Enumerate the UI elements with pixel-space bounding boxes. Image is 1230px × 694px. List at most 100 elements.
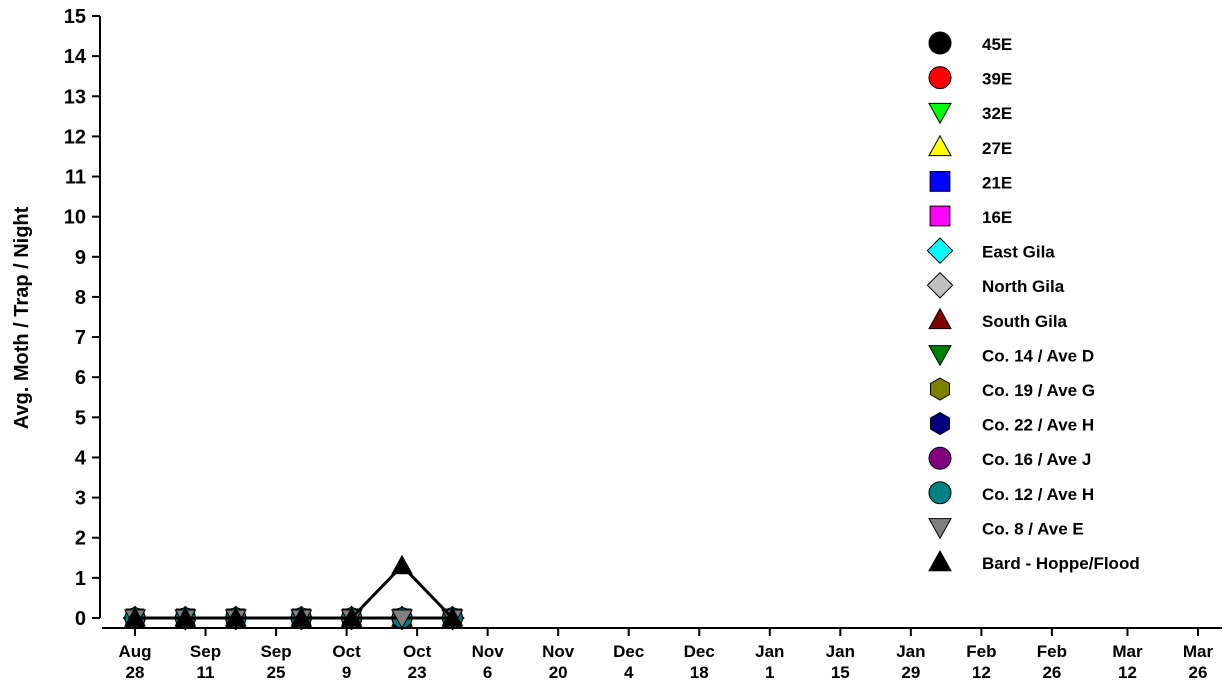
x-tick-label-day: 26	[1189, 663, 1208, 682]
x-tick-label-month: Nov	[472, 642, 505, 661]
series-bard-hoppe-flood	[124, 554, 464, 627]
legend-marker	[928, 66, 952, 90]
y-tick-label: 8	[75, 287, 86, 309]
legend-label: Co. 8 / Ave E	[982, 519, 1084, 538]
y-tick-label: 5	[75, 407, 86, 429]
x-tick-label-day: 4	[624, 663, 634, 682]
data-point	[391, 609, 413, 630]
legend-item: Bard - Hoppe/Flood	[928, 549, 1140, 573]
x-tick-label-month: Sep	[260, 642, 291, 661]
x-tick-label-day: 26	[1042, 663, 1061, 682]
legend-label: 21E	[982, 173, 1012, 192]
legend-item: Co. 16 / Ave J	[928, 446, 1091, 470]
x-tick-label-day: 1	[765, 663, 774, 682]
data-point	[340, 606, 363, 627]
legend-marker	[926, 237, 954, 265]
x-tick-label-month: Feb	[1037, 642, 1067, 661]
legend-label: 16E	[982, 208, 1012, 227]
y-tick-label: 1	[75, 568, 86, 590]
legend-marker	[928, 446, 952, 470]
x-tick-label-month: Jan	[896, 642, 925, 661]
x-tick-label-month: Oct	[403, 642, 432, 661]
legend-marker	[926, 271, 954, 299]
y-tick-label: 6	[75, 367, 86, 389]
data-point	[290, 606, 313, 627]
x-tick-label-month: Jan	[826, 642, 855, 661]
legend-item: 16E	[929, 205, 1012, 227]
x-tick-label-day: 23	[408, 663, 427, 682]
x-tick-label-day: 6	[483, 663, 492, 682]
x-tick-label-day: 12	[1118, 663, 1137, 682]
y-tick-label: 15	[64, 6, 86, 28]
legend-item: South Gila	[928, 307, 1068, 331]
y-tick-label: 2	[75, 528, 86, 550]
x-axis: Aug 28 Sep 11 Sep 25 Oct 9 Oct 23 Nov 6 Nov 20 Dec 4 Dec…	[102, 627, 1222, 682]
data-point	[441, 606, 464, 627]
x-tick-label-month: Nov	[542, 642, 575, 661]
legend-item: 32E	[928, 102, 1012, 125]
x-tick-label-month: Jan	[755, 642, 784, 661]
legend-label: South Gila	[982, 312, 1068, 331]
data-point	[391, 554, 413, 575]
x-tick-label-day: 11	[197, 663, 215, 682]
y-tick-label: 9	[75, 247, 86, 269]
legend-marker	[928, 481, 952, 505]
legend-label: Co. 19 / Ave G	[982, 381, 1095, 400]
legend-marker	[930, 377, 950, 401]
x-tick-label-month: Dec	[613, 642, 644, 661]
legend-label: 32E	[982, 104, 1012, 123]
legend-item: East Gila	[926, 237, 1055, 265]
legend-label: East Gila	[982, 243, 1055, 262]
y-tick-label: 7	[75, 327, 86, 349]
legend-marker	[928, 307, 952, 330]
legend-marker	[930, 412, 950, 436]
legend-item: 27E	[928, 134, 1012, 158]
x-tick-label-day: 12	[972, 663, 991, 682]
data-point	[174, 606, 197, 627]
legend-item: 39E	[928, 66, 1012, 90]
legend-marker	[929, 171, 951, 192]
data-point	[124, 606, 146, 627]
legend-marker	[928, 134, 952, 157]
x-tick-label-day: 20	[549, 663, 568, 682]
y-tick-label: 10	[64, 207, 86, 229]
legend-marker	[929, 205, 951, 227]
x-tick-label-month: Sep	[190, 642, 221, 661]
legend-label: 27E	[982, 139, 1012, 158]
legend-label: Co. 16 / Ave J	[982, 450, 1091, 469]
legend-item: Co. 12 / Ave H	[928, 481, 1094, 505]
x-tick-label-day: 29	[901, 663, 920, 682]
y-axis-title: Avg. Moth / Trap / Night	[11, 206, 33, 429]
legend-marker	[928, 102, 952, 125]
x-tick-label-day: 25	[267, 663, 286, 682]
data-point	[224, 606, 247, 627]
legend-item: Co. 19 / Ave G	[930, 377, 1095, 401]
y-tick-label: 3	[75, 488, 86, 510]
x-tick-label-month: Mar	[1183, 642, 1214, 661]
y-tick-label: 13	[64, 86, 86, 108]
x-tick-label-month: Dec	[684, 642, 715, 661]
plot-area	[122, 554, 465, 631]
legend-marker	[928, 31, 952, 55]
legend: 45E 39E 32E 27E 21E 16E East Gila North Gila Sou…	[926, 31, 1140, 573]
legend-marker	[928, 549, 952, 572]
legend-label: Co. 12 / Ave H	[982, 485, 1094, 504]
legend-marker	[928, 518, 952, 540]
legend-label: North Gila	[982, 277, 1065, 296]
legend-item: North Gila	[926, 271, 1065, 299]
y-tick-label: 12	[64, 126, 86, 148]
legend-item: Co. 14 / Ave D	[928, 345, 1094, 367]
legend-label: Bard - Hoppe/Flood	[982, 554, 1140, 573]
y-tick-label: 14	[64, 46, 87, 68]
legend-marker	[928, 345, 952, 367]
x-tick-label-day: 15	[831, 663, 850, 682]
x-tick-label-day: 28	[126, 663, 145, 682]
legend-item: 21E	[929, 171, 1012, 192]
legend-item: Co. 8 / Ave E	[928, 518, 1084, 540]
legend-label: 39E	[982, 70, 1012, 89]
x-tick-label-day: 9	[342, 663, 351, 682]
x-tick-label-month: Feb	[966, 642, 996, 661]
y-tick-label: 4	[75, 447, 87, 469]
